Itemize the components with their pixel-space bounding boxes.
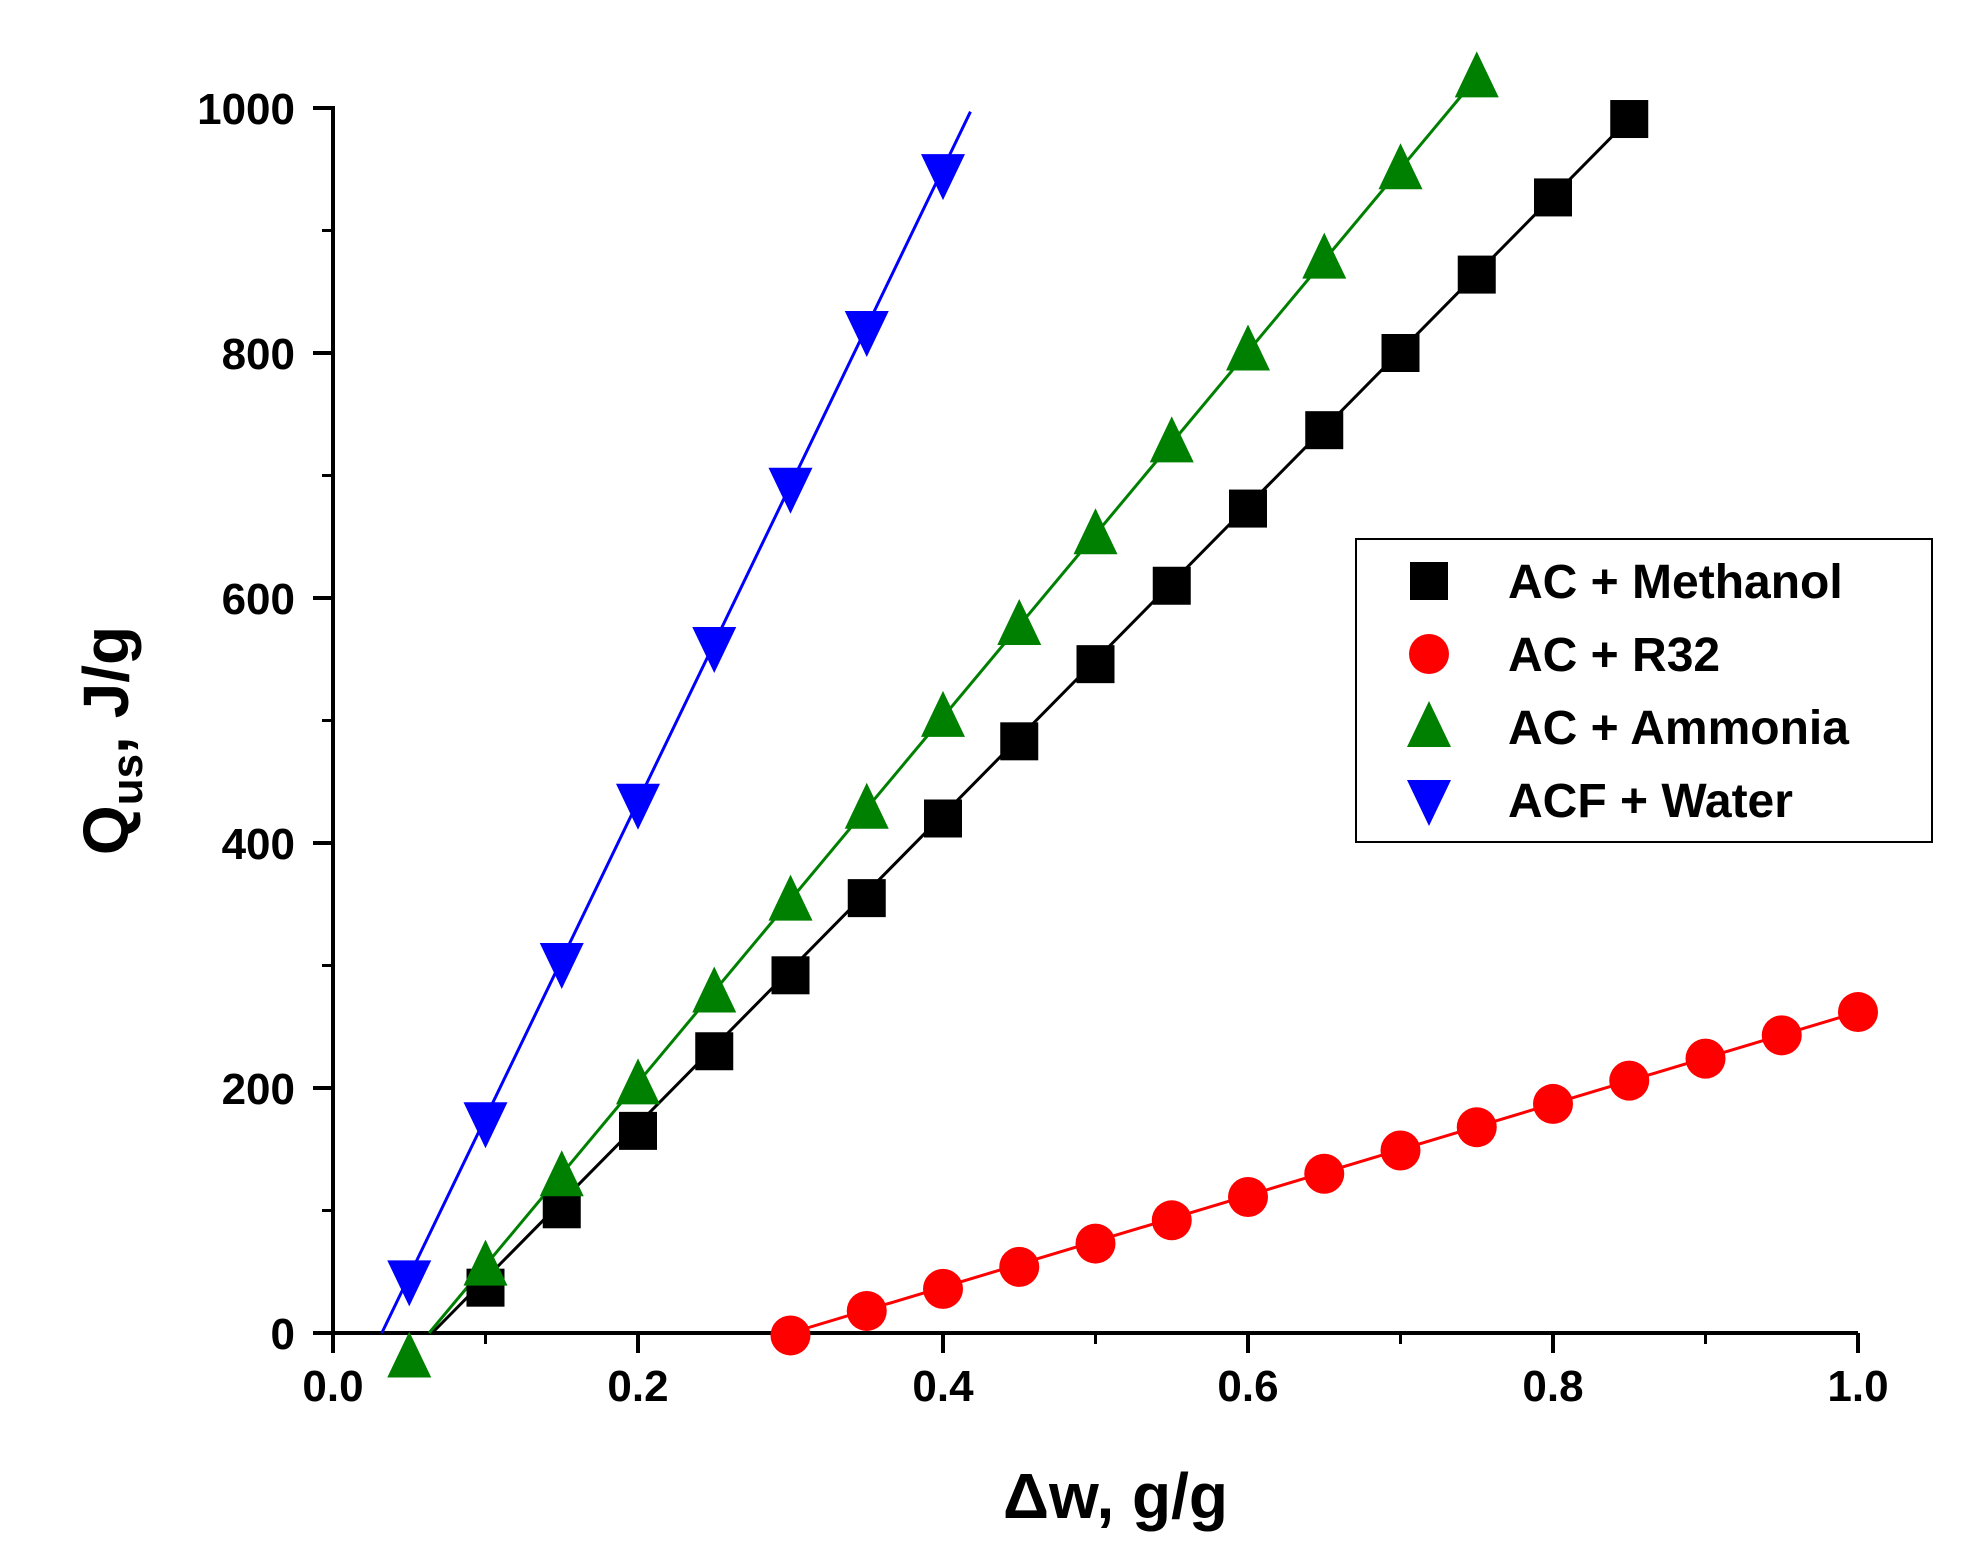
- data-point-ac-r32: [770, 1315, 811, 1356]
- data-point-ac-ammonia: [1454, 51, 1499, 98]
- legend-label: AC + Ammonia: [1508, 702, 1849, 755]
- data-point-ac-methanol: [542, 1190, 581, 1229]
- data-point-ac-methanol: [1610, 100, 1649, 139]
- data-point-ac-methanol: [1076, 645, 1115, 684]
- y-ticks: 0 200 400 600 800 1000: [197, 85, 333, 1359]
- legend-box: [1355, 538, 1933, 843]
- data-point-ac-r32: [1456, 1107, 1497, 1148]
- data-point-acf-water: [387, 1260, 432, 1307]
- data-point-ac-methanol: [1152, 566, 1191, 605]
- data-point-ac-ammonia: [1226, 324, 1270, 371]
- data-point-ac-r32: [1304, 1153, 1345, 1194]
- data-point-ac-ammonia: [1073, 508, 1118, 555]
- data-point-acf-water: [692, 627, 737, 673]
- data-point-ac-r32: [1228, 1177, 1268, 1218]
- data-point-ac-ammonia: [1302, 232, 1347, 279]
- y-axis-title-rest: , J/g: [70, 626, 142, 754]
- data-point-acf-water: [463, 1102, 508, 1149]
- x-tick-label: 0.8: [1522, 1362, 1583, 1411]
- data-point-ac-ammonia: [387, 1331, 432, 1378]
- data-point-ac-ammonia: [692, 966, 737, 1013]
- data-point-ac-methanol: [619, 1111, 657, 1150]
- data-point-acf-water: [768, 467, 813, 514]
- data-point-ac-methanol: [771, 956, 810, 995]
- x-tick-label: 0.0: [302, 1362, 363, 1411]
- data-point-ac-methanol: [1534, 178, 1572, 217]
- data-point-ac-methanol: [1457, 255, 1496, 294]
- data-point-ac-ammonia: [997, 598, 1042, 645]
- x-tick-label: 1.0: [1827, 1362, 1888, 1411]
- data-point-ac-methanol: [1381, 334, 1420, 372]
- data-point-ac-methanol: [924, 799, 962, 838]
- data-point-ac-r32: [1838, 992, 1878, 1033]
- data-point-acf-water: [844, 310, 889, 357]
- data-point-ac-r32: [846, 1290, 887, 1331]
- y-tick-label: 1000: [197, 85, 295, 134]
- data-point-ac-ammonia: [768, 874, 813, 921]
- data-point-ac-ammonia: [616, 1058, 660, 1105]
- data-point-ac-r32: [1761, 1015, 1802, 1056]
- data-point-ac-r32: [1380, 1130, 1421, 1171]
- legend: AC + Methanol AC + R32 AC + Ammonia ACF + W…: [1355, 538, 1933, 843]
- data-point-acf-water: [616, 783, 660, 830]
- data-point-ac-methanol: [695, 1032, 734, 1071]
- y-axis-title-main: Q: [70, 805, 142, 855]
- fit-line-ac-ammonia: [427, 76, 1478, 1334]
- y-tick-label: 0: [271, 1310, 295, 1359]
- data-point-ac-r32: [1533, 1083, 1573, 1124]
- data-point-ac-methanol: [1000, 722, 1039, 761]
- data-point-acf-water: [539, 943, 584, 990]
- data-point-ac-r32: [1685, 1038, 1726, 1079]
- legend-marker: [1409, 634, 1449, 674]
- y-tick-label: 600: [222, 575, 295, 624]
- legend-label: AC + Methanol: [1508, 556, 1843, 609]
- x-tick-label: 0.4: [912, 1362, 974, 1411]
- axes: 0.0 0.2 0.4 0.6 0.8 1.0 0 200 400 600 800 1000: [197, 85, 1888, 1411]
- x-axis-title: Δw, g/g: [1003, 1460, 1228, 1532]
- x-tick-label: 0.2: [607, 1362, 668, 1411]
- legend-marker: [1407, 780, 1451, 826]
- data-point-ac-r32: [999, 1246, 1040, 1287]
- data-point-ac-ammonia: [1378, 143, 1423, 190]
- y-tick-label: 400: [222, 820, 295, 869]
- y-axis-title: Qus, J/g: [70, 626, 152, 855]
- data-point-ac-ammonia: [921, 690, 965, 737]
- data-point-ac-r32: [1075, 1223, 1116, 1264]
- data-point-ac-ammonia: [539, 1150, 584, 1197]
- data-point-ac-ammonia: [1149, 416, 1194, 463]
- legend-label: AC + R32: [1508, 629, 1720, 682]
- legend-marker: [1410, 562, 1448, 600]
- x-tick-label: 0.6: [1217, 1362, 1278, 1411]
- y-axis-title-sub: us: [103, 754, 152, 805]
- data-point-ac-methanol: [847, 879, 886, 918]
- data-point-ac-ammonia: [463, 1239, 508, 1286]
- data-point-ac-methanol: [1229, 489, 1267, 528]
- y-tick-label: 200: [222, 1065, 295, 1114]
- data-point-ac-methanol: [1305, 411, 1344, 450]
- data-point-ac-r32: [923, 1268, 963, 1309]
- legend-label: ACF + Water: [1508, 775, 1793, 828]
- data-point-ac-ammonia: [844, 782, 889, 829]
- y-tick-label: 800: [222, 330, 295, 379]
- fit-line-acf-water: [380, 111, 972, 1334]
- legend-marker: [1407, 701, 1451, 747]
- x-ticks: 0.0 0.2 0.4 0.6 0.8 1.0: [302, 1333, 1889, 1411]
- data-point-ac-r32: [1609, 1060, 1650, 1101]
- data-point-ac-r32: [1151, 1200, 1192, 1241]
- data-markers: [387, 51, 1878, 1378]
- data-point-acf-water: [921, 154, 965, 201]
